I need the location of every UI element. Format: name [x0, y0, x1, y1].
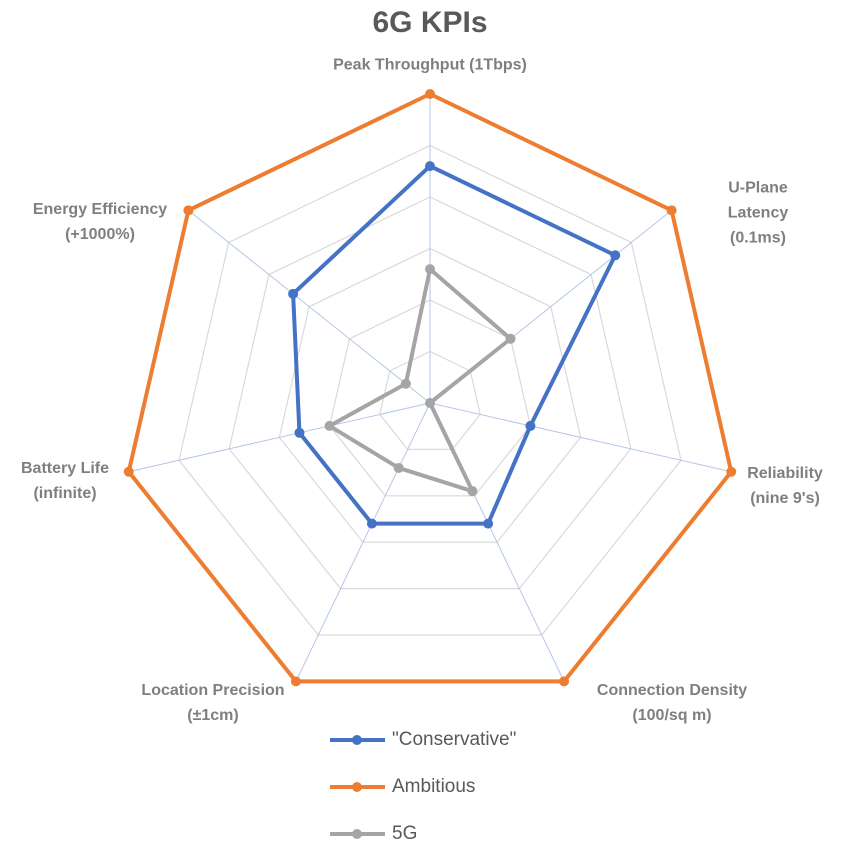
marker [467, 486, 478, 497]
grid-ring [278, 247, 582, 543]
marker [425, 161, 435, 172]
category-label: Reliability (nine 9's) [747, 465, 823, 507]
chart-title: 6G KPIs [372, 6, 487, 39]
marker [425, 89, 435, 99]
marker [666, 205, 677, 216]
category-label: Battery Life (infinite) [20, 460, 110, 502]
marker [366, 518, 377, 529]
marker [183, 205, 194, 216]
legend-label: Ambitious [392, 776, 475, 797]
marker [525, 420, 536, 431]
series-line [327, 267, 513, 494]
marker [294, 427, 305, 438]
category-label: U-Plane Latency (0.1ms) [727, 179, 789, 247]
marker [123, 466, 134, 477]
legend-label: 5G [392, 823, 417, 844]
legend-label: "Conservative" [392, 729, 516, 750]
marker [425, 398, 435, 408]
grid-ring [328, 299, 532, 497]
spoke [128, 402, 431, 473]
spoke [295, 402, 431, 682]
marker [425, 264, 435, 275]
series-line [126, 92, 734, 684]
marker [400, 378, 411, 389]
marker [288, 288, 299, 299]
marker [610, 250, 621, 261]
marker [726, 466, 737, 477]
marker [483, 518, 494, 529]
marker [393, 462, 404, 473]
marker [324, 420, 335, 431]
series-line [291, 164, 618, 526]
category-label: Energy Efficiency (+1000%) [32, 201, 168, 243]
legend-marker [352, 735, 362, 745]
marker [559, 676, 570, 687]
marker [505, 333, 516, 344]
marker [290, 676, 301, 687]
legend-marker [352, 782, 362, 792]
grid-ring [178, 144, 682, 636]
spoke [429, 402, 732, 473]
category-label: Connection Density (100/sq m) [596, 682, 748, 724]
spoke [188, 209, 431, 404]
grid-ring [379, 350, 481, 450]
category-label: Peak Throughput (1Tbps) [333, 56, 527, 74]
legend-marker [352, 829, 362, 839]
category-label: Location Precision (±1cm) [141, 682, 285, 724]
grid-ring [228, 196, 632, 590]
